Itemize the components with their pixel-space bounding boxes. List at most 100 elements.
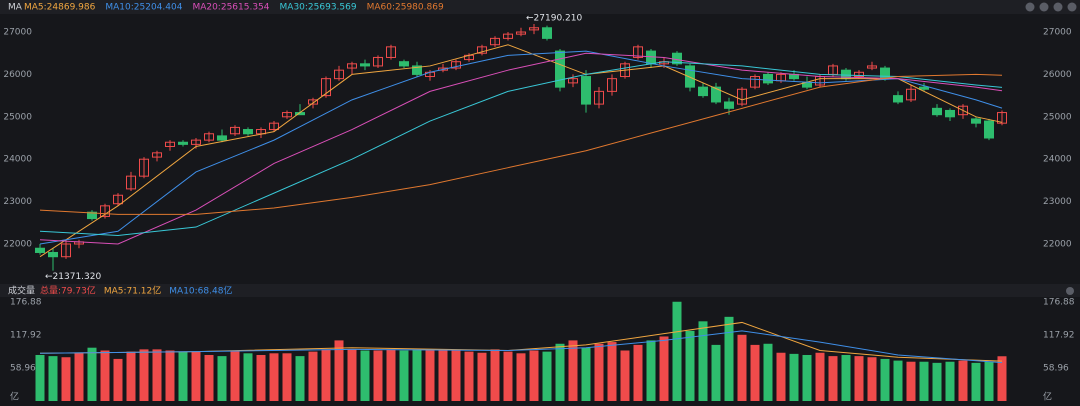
candle-body — [61, 243, 71, 258]
volume-bar — [165, 350, 175, 401]
ma-line — [39, 330, 1003, 364]
y-tick-label-right: 27000 — [1043, 28, 1072, 38]
legend-entry: 总量:79.73亿 — [40, 285, 96, 297]
volume-bar — [347, 349, 357, 401]
volume-bar — [490, 349, 500, 401]
candle-body — [763, 73, 773, 84]
candle-body — [802, 82, 812, 88]
volume-bar — [191, 351, 201, 401]
y-tick-label: 176.88 — [10, 297, 42, 307]
candle-body — [854, 71, 864, 78]
legend-entry: MA30:25693.569 — [280, 3, 357, 13]
volume-bar — [425, 349, 435, 401]
volume-bar — [87, 347, 97, 401]
zoom-in-button[interactable] — [1039, 2, 1049, 12]
volume-bar — [646, 340, 656, 401]
candle-body — [581, 76, 591, 105]
volume-settings[interactable] — [1066, 287, 1074, 295]
legend-entry: MA60:25980.869 — [367, 3, 444, 13]
volume-bar — [360, 350, 370, 401]
volume-title: 成交量 — [8, 285, 35, 297]
candle-body — [438, 67, 448, 71]
legend-entry: MA10:25204.404 — [105, 3, 182, 13]
volume-bar — [61, 357, 71, 401]
settings-button[interactable] — [1025, 2, 1035, 12]
candle-body — [867, 65, 877, 69]
candle-body — [178, 141, 188, 145]
volume-bar — [386, 349, 396, 401]
y-tick-label-right: 23000 — [1043, 197, 1072, 207]
candle-body — [126, 175, 136, 190]
y-tick-label-right: 58.96 — [1043, 363, 1069, 373]
candle-body — [204, 133, 214, 141]
volume-bar — [698, 321, 708, 401]
volume-bar — [243, 353, 253, 401]
candle-body — [906, 88, 916, 101]
volume-bar — [880, 358, 890, 401]
y-tick-label: 58.96 — [10, 363, 36, 373]
close-button[interactable] — [1067, 2, 1077, 12]
volume-bar — [932, 362, 942, 401]
toolbar — [0, 0, 1080, 14]
volume-bar — [321, 349, 331, 401]
candle-body — [321, 78, 331, 97]
y-tick-label: 117.92 — [10, 330, 42, 340]
candle-body — [646, 50, 656, 65]
candle-body — [412, 65, 422, 75]
volume-bar — [503, 351, 513, 401]
candle-body — [711, 86, 721, 103]
candle-body — [516, 31, 526, 35]
volume-bar — [477, 352, 487, 401]
candle-body — [737, 88, 747, 105]
volume-bar — [594, 343, 604, 401]
zoom-out-button[interactable] — [1053, 2, 1063, 12]
candle-body — [152, 152, 162, 158]
ma-line — [39, 50, 1003, 245]
volume-bar — [893, 360, 903, 401]
y-tick-label-right: 24000 — [1043, 155, 1072, 165]
candle-body — [451, 61, 461, 69]
volume-bar — [256, 354, 266, 401]
y-tick-label: 23000 — [3, 197, 32, 207]
candle-body — [347, 63, 357, 69]
volume-bar — [620, 350, 630, 401]
volume-bar — [464, 351, 474, 401]
volume-bar — [555, 343, 565, 401]
volume-bar — [451, 350, 461, 401]
candle-body — [555, 50, 565, 88]
candle-body — [360, 63, 370, 67]
candle-body — [217, 135, 227, 141]
y-tick-label-right: 26000 — [1043, 70, 1072, 80]
volume-bar — [438, 349, 448, 401]
volume-bar — [282, 353, 292, 401]
volume-bar — [48, 356, 58, 401]
candle-body — [984, 120, 994, 139]
candle-body — [269, 122, 279, 131]
volume-bar — [984, 361, 994, 401]
candle-body — [191, 139, 201, 145]
volume-bar — [113, 358, 123, 401]
candle-body — [477, 46, 487, 54]
volume-bar — [711, 344, 721, 401]
annotation: ←21371.320 — [45, 272, 101, 282]
candle-body — [87, 211, 97, 220]
legend-entry: MA5:24869.986 — [24, 3, 96, 13]
volume-bar — [633, 344, 643, 401]
candle-body — [282, 112, 292, 118]
volume-bar — [334, 340, 344, 401]
volume-bar — [217, 356, 227, 401]
volume-bar — [841, 354, 851, 401]
candle-body — [971, 118, 981, 124]
volume-bar — [126, 351, 136, 401]
volume-bar — [529, 350, 539, 401]
volume-bar — [542, 351, 552, 401]
volume-bar — [802, 354, 812, 401]
y-tick-label-right: 117.92 — [1043, 330, 1075, 340]
candle-body — [997, 112, 1007, 124]
candle-body — [165, 141, 175, 147]
candle-body — [334, 69, 344, 80]
volume-bar — [269, 353, 279, 401]
volume-bar — [74, 352, 84, 401]
volume-bar — [100, 350, 110, 401]
